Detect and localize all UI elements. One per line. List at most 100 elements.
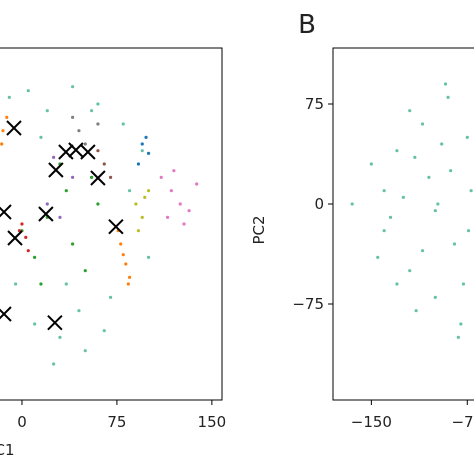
point [449,169,453,173]
point [420,249,425,253]
point [64,282,68,286]
point [146,151,151,155]
x-marker [48,162,64,178]
point [119,242,123,246]
point [427,175,431,179]
point [108,295,113,299]
point [350,202,354,206]
point [140,142,144,146]
point [39,282,43,286]
point [45,202,49,206]
point [71,115,75,119]
point [52,362,56,366]
point [469,189,473,193]
point [102,329,106,333]
point [102,162,106,166]
point [14,282,18,286]
point [26,249,30,253]
point [376,255,380,259]
point [172,169,176,173]
point [83,142,87,146]
x-marker [6,120,22,136]
point [182,222,186,226]
x-marker [108,218,124,235]
point [89,175,94,179]
point [140,149,144,153]
point [395,282,399,286]
point [408,109,412,113]
x-tick-label: 150 [198,413,227,431]
point [71,85,75,89]
point [388,215,393,219]
point [382,189,386,193]
x-marker [0,204,12,220]
point [77,129,81,133]
point [146,255,151,259]
point [159,175,163,179]
point [146,189,151,193]
x-axis-label: PC1 [0,441,15,459]
point [108,175,113,179]
point [466,229,471,233]
point [24,235,28,239]
point [33,322,37,326]
point [0,142,4,146]
point [136,229,141,233]
point [96,149,100,153]
y-tick-label: −75 [292,295,324,313]
point [64,189,68,193]
y-axis-label: PC2 [250,215,268,244]
panel-label: B [298,10,316,40]
point [52,155,56,159]
point [121,122,125,126]
point [433,209,437,213]
point [33,255,37,259]
point [401,195,405,199]
point [134,202,138,206]
point [136,162,141,166]
point [456,335,460,339]
point [195,182,199,186]
x-marker [38,206,54,222]
point [144,135,148,139]
point [433,295,437,299]
x-marker [80,144,96,160]
point [7,95,11,99]
x-marker [58,144,74,160]
point [127,189,132,193]
point [127,275,132,279]
x-tick-label: 0 [17,413,27,431]
point [465,135,469,139]
point [121,253,125,257]
x-marker [0,306,12,322]
point [89,109,94,113]
point [169,189,173,193]
point [71,175,75,179]
point [143,195,147,199]
x-marker [68,142,84,158]
axes-frame [332,47,474,401]
point [452,242,457,246]
point [96,122,100,126]
point [420,122,425,126]
x-marker [7,230,23,246]
x-tick-label: 75 [107,413,126,431]
point [369,162,373,166]
point [96,102,100,106]
point [1,129,5,133]
point [39,135,43,139]
x-marker [47,314,63,331]
point [83,269,87,273]
point [124,262,128,266]
x-marker [90,170,106,186]
point [446,95,450,99]
point [96,202,100,206]
point [165,215,170,219]
x-tick-label: −150 [351,413,392,431]
point [26,89,30,93]
y-tick-label: 75 [305,95,324,113]
point [178,202,182,206]
point [140,215,144,219]
point [440,142,444,146]
